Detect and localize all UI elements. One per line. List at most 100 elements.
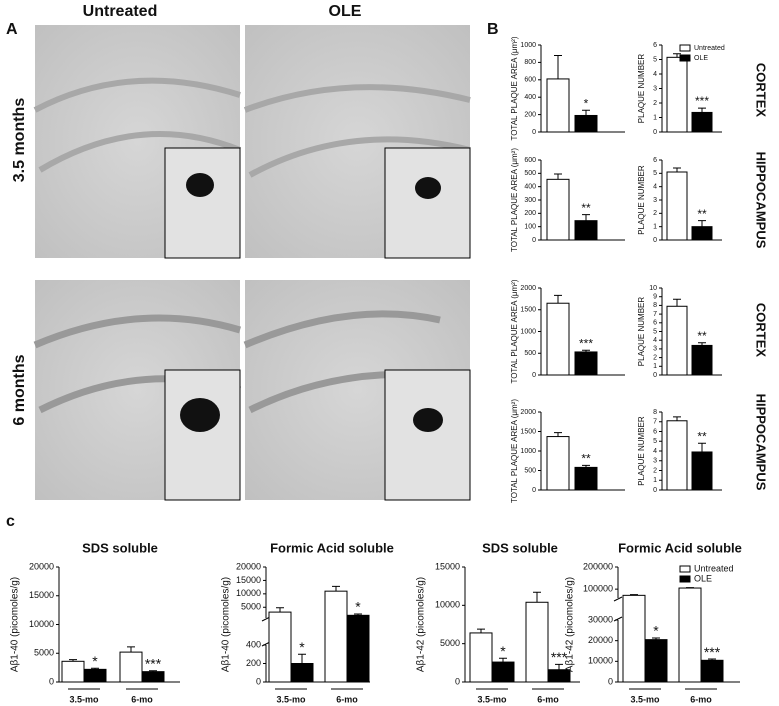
- y-tick-label: 600: [524, 77, 536, 84]
- y-tick-label: 0: [653, 237, 657, 244]
- region-label: HIPPOCAMPUS: [754, 152, 769, 249]
- y-axis-label: PLAQUE NUMBER: [637, 416, 646, 486]
- y-tick-label: 100000: [583, 584, 613, 594]
- tissue-layer: [33, 77, 242, 173]
- y-tick-label: 5: [653, 328, 657, 335]
- error-bar: [673, 53, 681, 58]
- chart-title: SDS soluble: [482, 540, 558, 555]
- significance: **: [697, 329, 707, 343]
- y-tick-label: 20000: [29, 561, 54, 571]
- x-tick-label: 6-mo: [336, 694, 358, 704]
- y-tick-label: 0: [455, 676, 460, 686]
- y-tick-label: 10000: [435, 600, 460, 610]
- y-tick-label: 0: [532, 129, 536, 136]
- x-tick-label: 6-mo: [690, 694, 712, 704]
- y-tick-label: 1500: [520, 428, 536, 435]
- y-tick-label: 7: [653, 311, 657, 318]
- bar: [666, 420, 688, 491]
- y-tick-label: 500: [524, 467, 536, 474]
- y-tick-label: 0: [49, 676, 54, 686]
- region-label: HIPPOCAMPUS: [754, 394, 769, 491]
- y-axis-label: PLAQUE NUMBER: [637, 297, 646, 367]
- bar: [525, 601, 549, 683]
- y-tick-label: 20000: [236, 561, 261, 571]
- legend-swatch: [679, 565, 691, 573]
- plaque: [180, 398, 220, 432]
- y-tick-label: 5000: [34, 648, 54, 658]
- bar: [546, 436, 570, 491]
- error-bar: [554, 294, 562, 304]
- y-tick-label: 2000: [520, 285, 536, 292]
- column-header: Untreated: [83, 3, 158, 20]
- y-tick-label: 400: [524, 94, 536, 101]
- y-tick-label: 2: [653, 467, 657, 474]
- y-tick-label: 1000: [520, 42, 536, 49]
- bar: [346, 614, 370, 683]
- y-tick-label: 1: [653, 363, 657, 370]
- y-tick-label: 10000: [236, 588, 261, 598]
- y-tick-label: 1000: [520, 448, 536, 455]
- chart-title: SDS soluble: [82, 540, 158, 555]
- y-tick-label: 200: [524, 210, 536, 217]
- significance: **: [581, 452, 591, 466]
- y-tick-label: 7: [653, 419, 657, 426]
- error-bar: [69, 659, 77, 662]
- y-tick-label: 2: [653, 354, 657, 361]
- error-bar: [499, 657, 507, 663]
- error-bar: [554, 173, 562, 180]
- y-tick-label: 3: [653, 197, 657, 204]
- chart-title: Formic Acid soluble: [618, 540, 742, 555]
- error-bar: [582, 349, 590, 352]
- significance: ***: [145, 655, 162, 671]
- error-bar: [127, 646, 135, 653]
- error-bar: [554, 54, 562, 79]
- y-tick-label: 15000: [236, 575, 261, 585]
- significance: ***: [551, 649, 568, 665]
- bar: [324, 590, 348, 683]
- significance: *: [299, 639, 305, 655]
- bar: [644, 639, 668, 683]
- y-axis-label: Aβ1-42 (picomoles/g): [565, 577, 576, 672]
- plaque: [186, 173, 214, 197]
- bar: [290, 663, 314, 683]
- y-tick-label: 30000: [588, 614, 613, 624]
- tissue-layer: [243, 84, 471, 178]
- y-tick-label: 10000: [29, 619, 54, 629]
- significance: **: [697, 207, 707, 221]
- x-tick-label: 3.5-mo: [276, 694, 306, 704]
- x-tick-label: 6-mo: [131, 694, 153, 704]
- y-tick-label: 200: [246, 658, 261, 668]
- y-tick-label: 5000: [440, 638, 460, 648]
- bar: [700, 659, 724, 683]
- error-bar: [477, 628, 485, 633]
- inset: [384, 147, 471, 259]
- y-tick-label: 100: [524, 224, 536, 231]
- error-bar: [698, 442, 706, 452]
- error-bar: [698, 220, 706, 227]
- bar: [666, 56, 688, 133]
- y-axis-label: TOTAL PLAQUE AREA (μm²): [510, 148, 519, 252]
- panel-label: B: [487, 21, 499, 38]
- error-bar: [698, 107, 706, 113]
- error-bar: [673, 298, 681, 307]
- y-tick-label: 6: [653, 428, 657, 435]
- y-tick-label: 4: [653, 184, 657, 191]
- error-bar: [652, 637, 660, 640]
- bar: [268, 611, 292, 683]
- bar: [491, 661, 515, 683]
- legend-swatch: [679, 575, 691, 583]
- x-tick-label: 6-mo: [537, 694, 559, 704]
- error-bar: [91, 667, 99, 670]
- y-tick-label: 2: [653, 210, 657, 217]
- error-bar: [708, 658, 716, 661]
- y-tick-label: 0: [653, 372, 657, 379]
- plaque: [415, 177, 441, 199]
- bar: [61, 660, 85, 683]
- bar: [691, 451, 713, 491]
- y-tick-label: 500: [524, 350, 536, 357]
- legend-swatch: [679, 44, 691, 52]
- inset: [164, 369, 241, 501]
- error-bar: [582, 214, 590, 221]
